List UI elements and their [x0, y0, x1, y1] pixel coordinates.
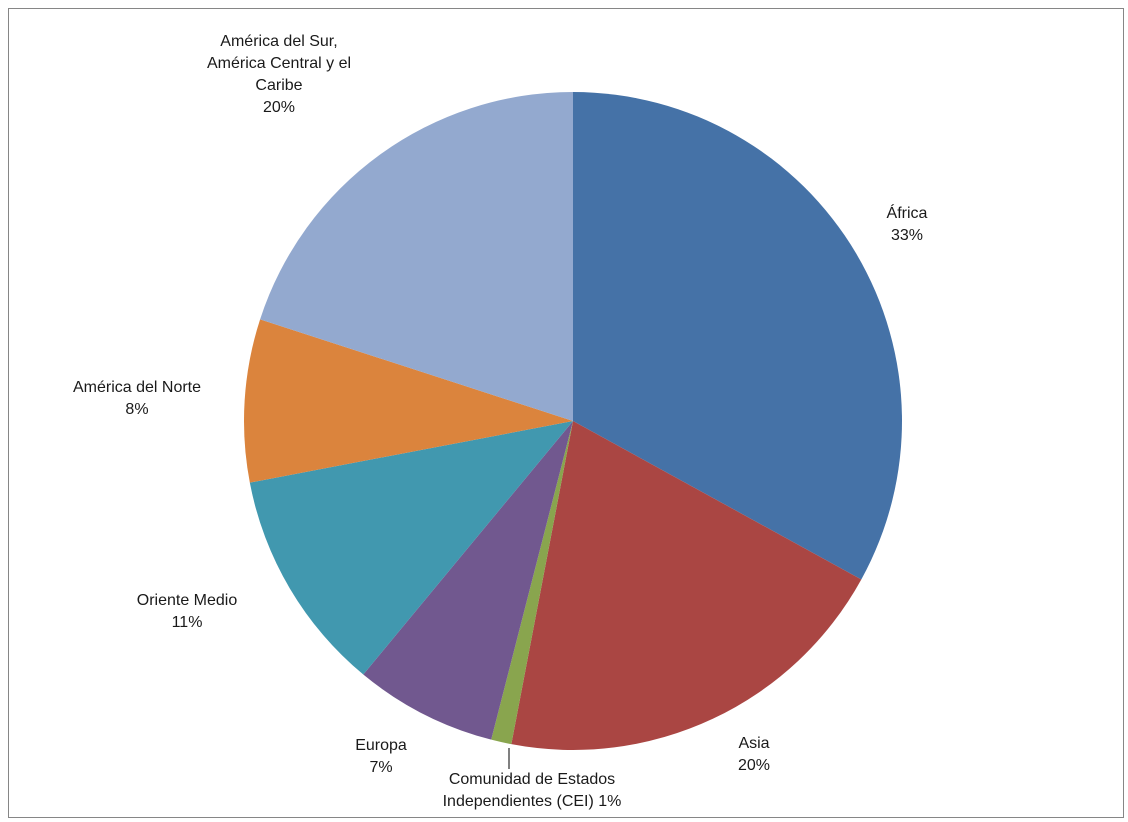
label-oriente-medio: Oriente Medio 11% [137, 590, 238, 634]
pie-slice-4 [249, 421, 573, 675]
label-america-del-sur-line2: América Central y el [206, 55, 352, 72]
label-america-del-sur-percent: 20% [262, 99, 296, 116]
label-america-del-norte-percent: 8% [125, 401, 149, 418]
label-america-del-norte: América del Norte 8% [73, 377, 201, 421]
label-cei-line2: Independientes (CEI) 1% [442, 793, 622, 810]
label-asia-name: Asia [738, 735, 770, 752]
pie-slice-1 [511, 421, 862, 750]
label-cei: Comunidad de Estados Independientes (CEI… [443, 769, 622, 813]
pie-slice-6 [260, 92, 573, 421]
pie-chart [244, 92, 902, 769]
label-oriente-medio-name: Oriente Medio [136, 592, 238, 609]
label-africa-name: África [886, 205, 928, 222]
chart-area: África 33% Asia 20% Comunidad de Estados… [8, 8, 1124, 818]
label-america-del-sur: América del Sur, América Central y el Ca… [207, 31, 351, 119]
label-asia: Asia 20% [738, 733, 770, 777]
label-europa: Europa 7% [355, 735, 407, 779]
pie-slice-2 [491, 421, 573, 745]
label-europa-percent: 7% [369, 759, 393, 776]
label-america-del-sur-line1: América del Sur, [220, 33, 338, 50]
label-africa-percent: 33% [890, 227, 924, 244]
label-oriente-medio-percent: 11% [171, 614, 203, 631]
pie-slice-3 [363, 421, 573, 740]
label-cei-line1: Comunidad de Estados [448, 771, 616, 788]
label-america-del-norte-name: América del Norte [72, 379, 202, 396]
label-europa-name: Europa [355, 737, 407, 754]
label-africa: África 33% [887, 203, 928, 247]
label-america-del-sur-line3: Caribe [255, 77, 303, 94]
label-asia-percent: 20% [737, 757, 771, 774]
pie-slice-5 [244, 319, 574, 483]
pie-slice-0 [573, 92, 902, 580]
